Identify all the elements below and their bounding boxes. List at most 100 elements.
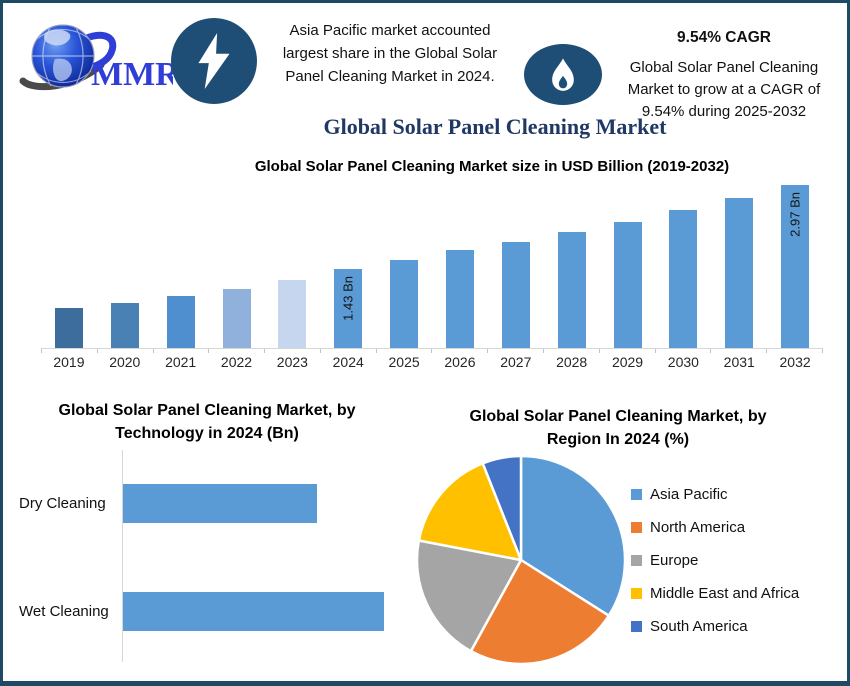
globe-logo-icon: MMR <box>19 24 180 93</box>
mmr-logo: MMR <box>15 19 180 97</box>
bar-2025 <box>390 260 419 348</box>
axis-tick <box>711 349 768 353</box>
tech-bar <box>123 592 384 631</box>
year-label: 2027 <box>500 354 532 370</box>
bar-2026 <box>445 250 474 348</box>
legend-item: North America <box>631 511 799 544</box>
bar-slot <box>209 179 265 348</box>
flame-badge <box>524 44 602 105</box>
legend-label: South America <box>650 618 748 635</box>
year-label: 2021 <box>165 354 197 370</box>
bar-2030 <box>669 210 698 348</box>
legend-label: North America <box>650 519 746 536</box>
bar-slot <box>97 179 153 348</box>
legend-item: Asia Pacific <box>631 478 799 511</box>
legend-label: Europe <box>650 552 699 569</box>
bar-slot <box>600 179 656 348</box>
year-label: 2029 <box>611 354 644 370</box>
technology-chart-title: Global Solar Panel Cleaning Market, by T… <box>58 402 356 442</box>
bar-2032: 2.97 Bn <box>781 185 810 348</box>
callout-line: 9.54% during 2025-2032 <box>641 103 807 120</box>
pie-slice-south-america <box>481 454 523 562</box>
legend-marker-icon <box>631 588 642 599</box>
bar-chart-title: Global Solar Panel Cleaning Market size … <box>254 158 730 175</box>
bar-2028 <box>557 232 586 348</box>
tech-bar-label: Dry Cleaning <box>19 495 106 512</box>
pie-slice-europe <box>415 539 523 653</box>
axis-tick <box>767 349 823 353</box>
tech-bar <box>123 484 317 523</box>
axis-tick <box>265 349 321 353</box>
axis-tick <box>98 349 154 353</box>
year-label: 2032 <box>779 354 811 370</box>
bar-slot <box>544 179 600 348</box>
axis-tick <box>321 349 377 353</box>
lightning-bolt-icon <box>198 33 230 89</box>
legend-item: South America <box>631 610 799 643</box>
legend-label: Middle East and Africa <box>650 585 800 602</box>
cagr-value: 9.54% CAGR <box>677 29 771 46</box>
axis-tick <box>209 349 266 353</box>
callout-line: Global Solar Panel Cleaning <box>629 59 819 76</box>
bar-2027 <box>501 242 530 348</box>
bar-slot <box>376 179 432 348</box>
legend-label: Asia Pacific <box>650 486 728 503</box>
axis-tick <box>600 349 656 353</box>
pie-slice-north-america <box>469 558 611 666</box>
flame-icon <box>552 57 574 91</box>
cagr-callout: 9.54% CAGR Global Solar Panel Cleaning M… <box>603 27 845 123</box>
legend-marker-icon <box>631 555 642 566</box>
lightning-badge <box>171 18 257 104</box>
technology-bar-chart: Dry Cleaning Wet Cleaning <box>3 450 408 662</box>
page-title: Global Solar Panel Cleaning Market <box>323 114 667 139</box>
legend-marker-icon <box>631 621 642 632</box>
axis-tick <box>41 349 98 353</box>
axis-tick <box>488 349 545 353</box>
year-label: 2028 <box>556 354 588 370</box>
year-label: 2020 <box>109 354 141 370</box>
year-label: 2023 <box>276 354 308 370</box>
year-label: 2030 <box>667 354 699 370</box>
bar-slot <box>153 179 209 348</box>
year-label: 2024 <box>332 354 364 370</box>
year-label: 2025 <box>388 354 420 370</box>
year-label: 2026 <box>444 354 476 370</box>
bar-2021 <box>166 296 195 348</box>
tech-bar-label: Wet Cleaning <box>19 603 109 620</box>
bar-slot: 2.97 Bn <box>767 179 823 348</box>
asia-pacific-callout: Asia Pacific market accounted largest sh… <box>259 19 521 88</box>
bar-value-label: 2.97 Bn <box>787 192 803 237</box>
y-axis-line <box>122 450 123 662</box>
region-pie-chart <box>415 454 627 666</box>
year-label: 2019 <box>53 354 85 370</box>
tech-row: Dry Cleaning <box>3 484 408 523</box>
legend-item: Europe <box>631 544 799 577</box>
axis-tick <box>432 349 489 353</box>
region-chart-title: Global Solar Panel Cleaning Market, by R… <box>469 408 767 448</box>
market-size-bar-chart: 1.43 Bn 2.97 Bn <box>41 179 823 348</box>
callout-line: largest share in the Global Solar <box>282 45 498 62</box>
axis-tick <box>377 349 433 353</box>
bar-slot <box>655 179 711 348</box>
bar-2024: 1.43 Bn <box>334 269 363 348</box>
bar-2020 <box>110 303 139 348</box>
bar-slot <box>264 179 320 348</box>
svg-text:MMR: MMR <box>91 56 173 93</box>
bar-slot <box>711 179 767 348</box>
axis-tick <box>544 349 600 353</box>
bar-slot <box>488 179 544 348</box>
bar-slot: 1.43 Bn <box>320 179 376 348</box>
bar-2022 <box>222 289 251 348</box>
bar-2029 <box>613 222 642 348</box>
bar-slot <box>432 179 488 348</box>
year-label: 2031 <box>723 354 755 370</box>
bar-slot <box>41 179 97 348</box>
pie-legend: Asia Pacific North America Europe Middle Ea… <box>631 478 799 643</box>
bar-2031 <box>725 198 754 348</box>
legend-marker-icon <box>631 522 642 533</box>
x-axis <box>41 348 823 353</box>
tech-row: Wet Cleaning <box>3 592 408 631</box>
pie-slice-middle-east-and-africa <box>417 462 523 562</box>
callout-line: Asia Pacific market accounted <box>289 22 491 39</box>
